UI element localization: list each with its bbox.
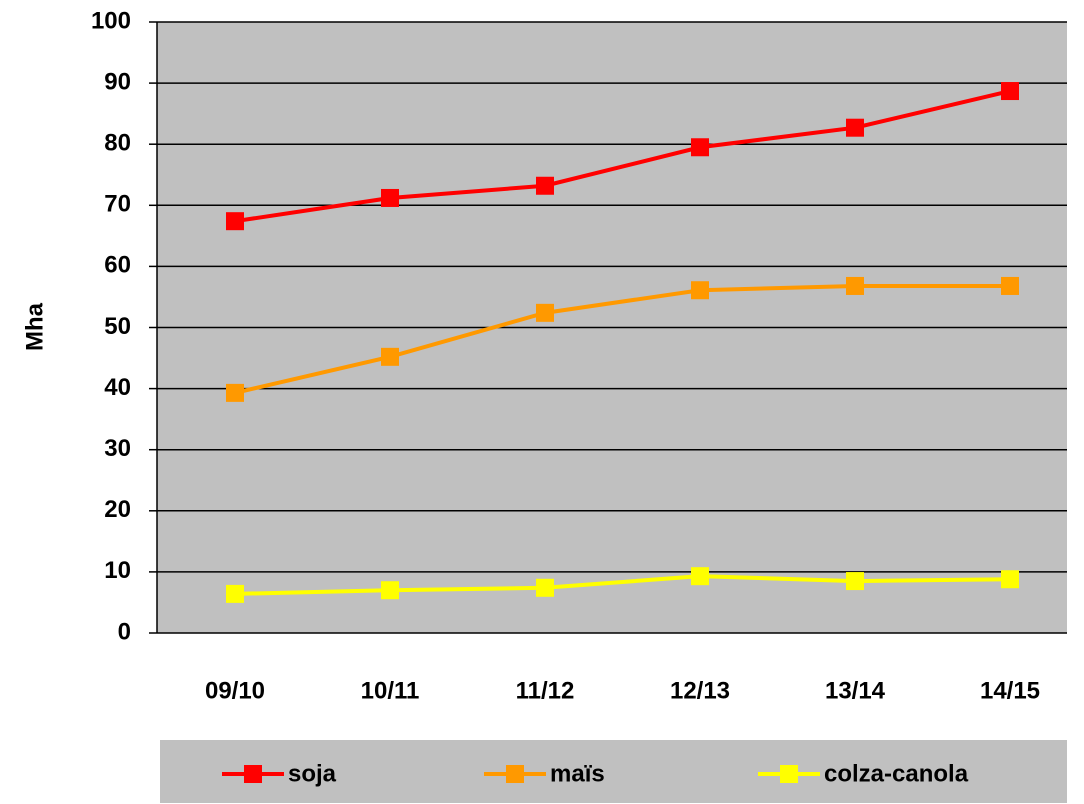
y-tick-label: 100 — [91, 7, 131, 34]
point-marker — [226, 584, 244, 603]
legend-label: colza-canola — [824, 760, 969, 787]
point-marker — [536, 303, 554, 322]
y-tick-label: 70 — [104, 191, 131, 218]
point-marker — [691, 138, 709, 157]
y-tick-label: 80 — [104, 130, 131, 157]
x-tick-label: 10/11 — [361, 677, 420, 704]
y-tick-label: 30 — [104, 435, 131, 462]
series-line — [234, 283, 1010, 395]
legend-label: maïs — [550, 760, 605, 787]
x-tick-label: 09/10 — [205, 677, 265, 704]
point-marker — [536, 176, 554, 195]
y-axis-title: Mha — [21, 302, 48, 351]
point-marker — [846, 118, 864, 137]
point-marker — [226, 212, 244, 231]
point-marker — [691, 281, 709, 300]
series-line — [234, 89, 1011, 224]
point-marker — [226, 383, 244, 402]
point-marker — [846, 276, 864, 295]
y-tick-label: 50 — [104, 313, 131, 340]
legend-label: soja — [288, 760, 337, 787]
point-marker — [381, 347, 399, 366]
point-marker — [1001, 82, 1019, 101]
y-tick-label: 60 — [104, 252, 131, 279]
y-tick-label: 10 — [104, 557, 131, 584]
legend-box — [160, 740, 1067, 803]
point-marker — [1001, 276, 1019, 295]
x-tick-label: 14/15 — [980, 677, 1040, 704]
x-tick-label: 13/14 — [825, 677, 886, 704]
series-line — [234, 574, 1011, 596]
y-tick-label: 40 — [104, 374, 131, 401]
x-tick-label: 11/12 — [516, 677, 575, 704]
y-tick-label: 90 — [104, 68, 131, 95]
legend-marker — [780, 765, 798, 783]
y-tick-label: 0 — [118, 618, 131, 645]
point-marker — [846, 572, 864, 591]
y-tick-label: 20 — [104, 496, 131, 523]
legend-marker — [244, 765, 262, 783]
point-marker — [381, 188, 399, 207]
x-tick-label: 12/13 — [670, 677, 730, 704]
legend-marker — [506, 765, 524, 783]
point-marker — [691, 567, 709, 586]
point-marker — [1001, 570, 1019, 589]
point-marker — [381, 581, 399, 600]
point-marker — [536, 578, 554, 597]
